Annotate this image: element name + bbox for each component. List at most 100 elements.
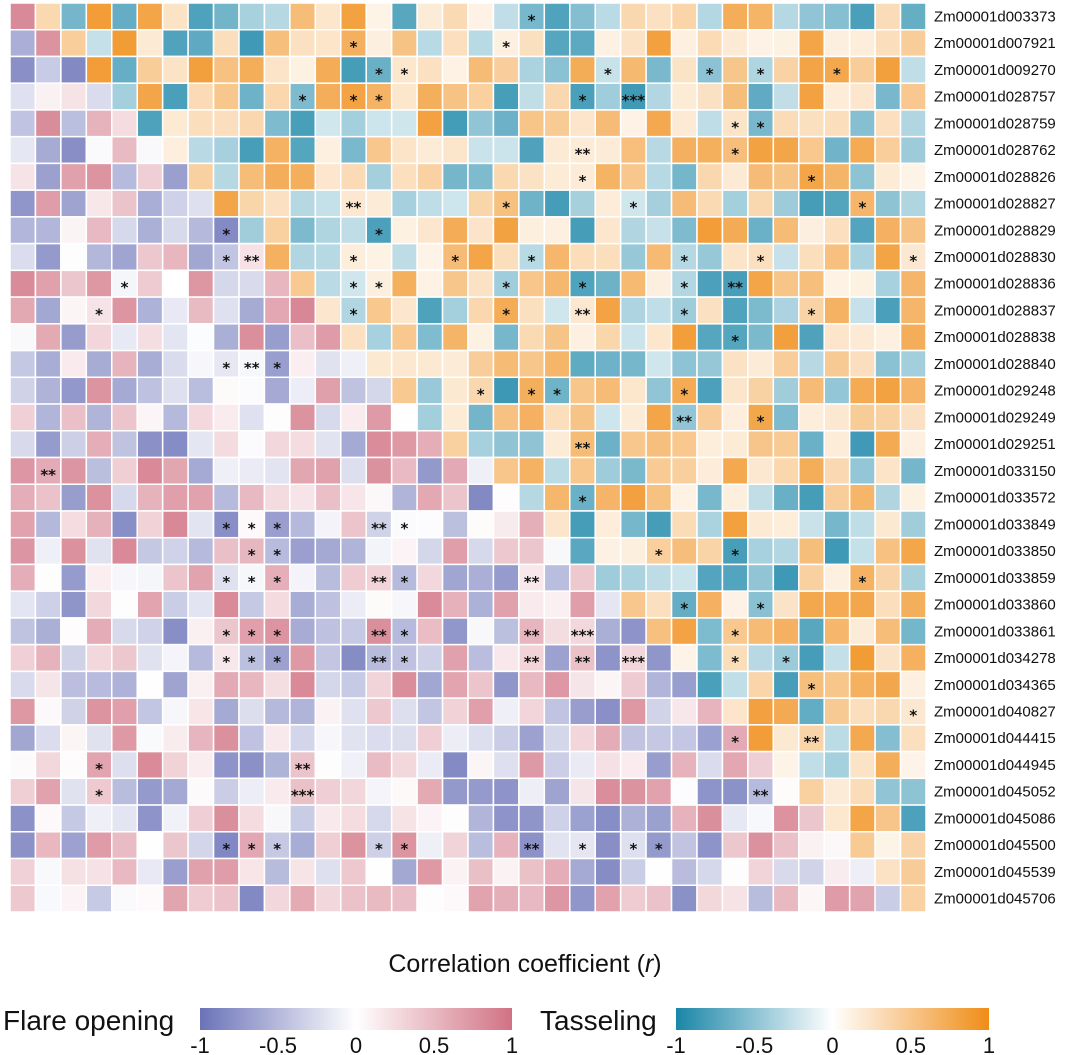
flare-opening-cell: [212, 536, 240, 566]
tasseling-cell: [696, 349, 724, 379]
flare-opening-cell: [111, 884, 138, 913]
tasseling-cell: [899, 590, 927, 619]
gene-label: Zm00001d028762: [934, 142, 1056, 159]
tasseling-cell: [645, 269, 673, 298]
tasseling-cell: [390, 109, 418, 138]
flare-opening-cell: [365, 483, 393, 512]
flare-opening-cell: [569, 750, 596, 780]
flare-opening-cell: [9, 456, 37, 485]
flare-opening-cell: [111, 162, 138, 191]
flare-opening-cell: [594, 831, 622, 860]
flare-opening-cell: [340, 483, 367, 512]
flare-opening-cell: [136, 563, 164, 592]
flare-opening-cell: [314, 617, 342, 646]
flare-opening-cell: [340, 563, 367, 592]
flare-opening-cell: [9, 831, 37, 860]
flare-opening-cell: [187, 349, 215, 379]
flare-opening-cell: [136, 750, 164, 780]
tasseling-cell: [874, 430, 902, 459]
flare-opening-cell: [594, 884, 622, 913]
flare-opening-cell: [314, 430, 342, 459]
flare-opening-cell: [340, 857, 367, 887]
flare-opening-cell: [518, 804, 546, 833]
flare-opening-cell: [390, 670, 418, 699]
tasseling-cell: [874, 643, 902, 673]
tasseling-cell: [289, 82, 317, 111]
tasseling-cell: [645, 82, 673, 111]
significance-star: **: [295, 760, 311, 778]
flare-opening-cell: [263, 697, 291, 726]
flare-opening-cell: [238, 296, 266, 325]
tasseling-cell: [619, 536, 647, 566]
tasseling-cell: [569, 349, 596, 379]
flare-opening-cell: [136, 323, 164, 352]
flare-opening-cell: [492, 536, 520, 566]
flare-opening-cell: [60, 563, 88, 592]
flare-opening-cell: [9, 403, 37, 432]
flare-opening-cell: [314, 376, 342, 405]
flare-opening-cell: [416, 510, 444, 539]
flare-opening-cell: [645, 724, 673, 753]
flare-opening-cell: [594, 643, 622, 673]
tasseling-cell: [289, 269, 317, 298]
tasseling-cell: [772, 750, 800, 780]
flare-opening-cell: [569, 857, 596, 887]
tasseling-cell: [136, 28, 164, 58]
tasseling-cell: [441, 109, 469, 138]
flare-opening-cell: [823, 884, 851, 913]
flare-opening-cell: [161, 857, 189, 887]
flare-opening-cell: [161, 269, 189, 298]
tasseling-cell: [747, 697, 775, 726]
flare-opening-cell: [60, 831, 88, 860]
tasseling-cell: [645, 590, 673, 619]
significance-star: *: [248, 546, 256, 564]
flare-opening-cell: [263, 430, 291, 459]
significance-star: *: [757, 252, 765, 270]
flare-opening-cell: [136, 643, 164, 673]
significance-star: *: [528, 252, 536, 270]
tasseling-cell: [899, 323, 927, 352]
flare-opening-cell: [263, 724, 291, 753]
tasseling-cell: [467, 55, 495, 84]
tasseling-cell: [848, 323, 876, 352]
tasseling-cell: [289, 216, 317, 245]
tasseling-cell: [670, 109, 698, 138]
flare-opening-cell: [492, 697, 520, 726]
flare-opening-cell: [619, 750, 647, 780]
tasseling-cell: [899, 643, 927, 673]
flare-opening-cell: [238, 697, 266, 726]
flare-opening-cell: [619, 617, 647, 646]
significance-star: *: [350, 252, 358, 270]
significance-star: *: [680, 252, 688, 270]
flare-opening-cell: [34, 376, 62, 405]
tasseling-cell: [416, 109, 444, 138]
tasseling-cell: [645, 189, 673, 218]
tasseling-cell: [619, 563, 647, 592]
significance-star: *: [248, 840, 256, 858]
significance-star: *: [222, 519, 230, 537]
flare-opening-cell: [60, 162, 88, 191]
tasseling-cell: [721, 456, 749, 485]
flare-opening-cell: [85, 724, 113, 753]
significance-star: *: [731, 332, 739, 350]
tasseling-cell: [543, 376, 571, 405]
tasseling-cell: [314, 109, 342, 138]
significance-star: *: [808, 680, 816, 698]
flare-opening-cell: [136, 804, 164, 833]
tasseling-cell: [390, 82, 418, 111]
tasseling-cell: [798, 82, 825, 111]
significance-star: *: [222, 573, 230, 591]
flare-opening-cell: [60, 750, 88, 780]
tasseling-cell: [798, 430, 825, 459]
tasseling-cell: [721, 590, 749, 619]
tasseling-cell: [848, 28, 876, 58]
tasseling-cell: [645, 563, 673, 592]
significance-star: *: [655, 546, 663, 564]
flare-opening-cell: [238, 483, 266, 512]
tasseling-cell: [467, 109, 495, 138]
flare-opening-cell: [721, 777, 749, 806]
tasseling-cell: [823, 670, 851, 699]
flare-opening-cell: [187, 296, 215, 325]
flare-opening-cell: [289, 617, 317, 646]
tasseling-cell: [467, 323, 495, 352]
